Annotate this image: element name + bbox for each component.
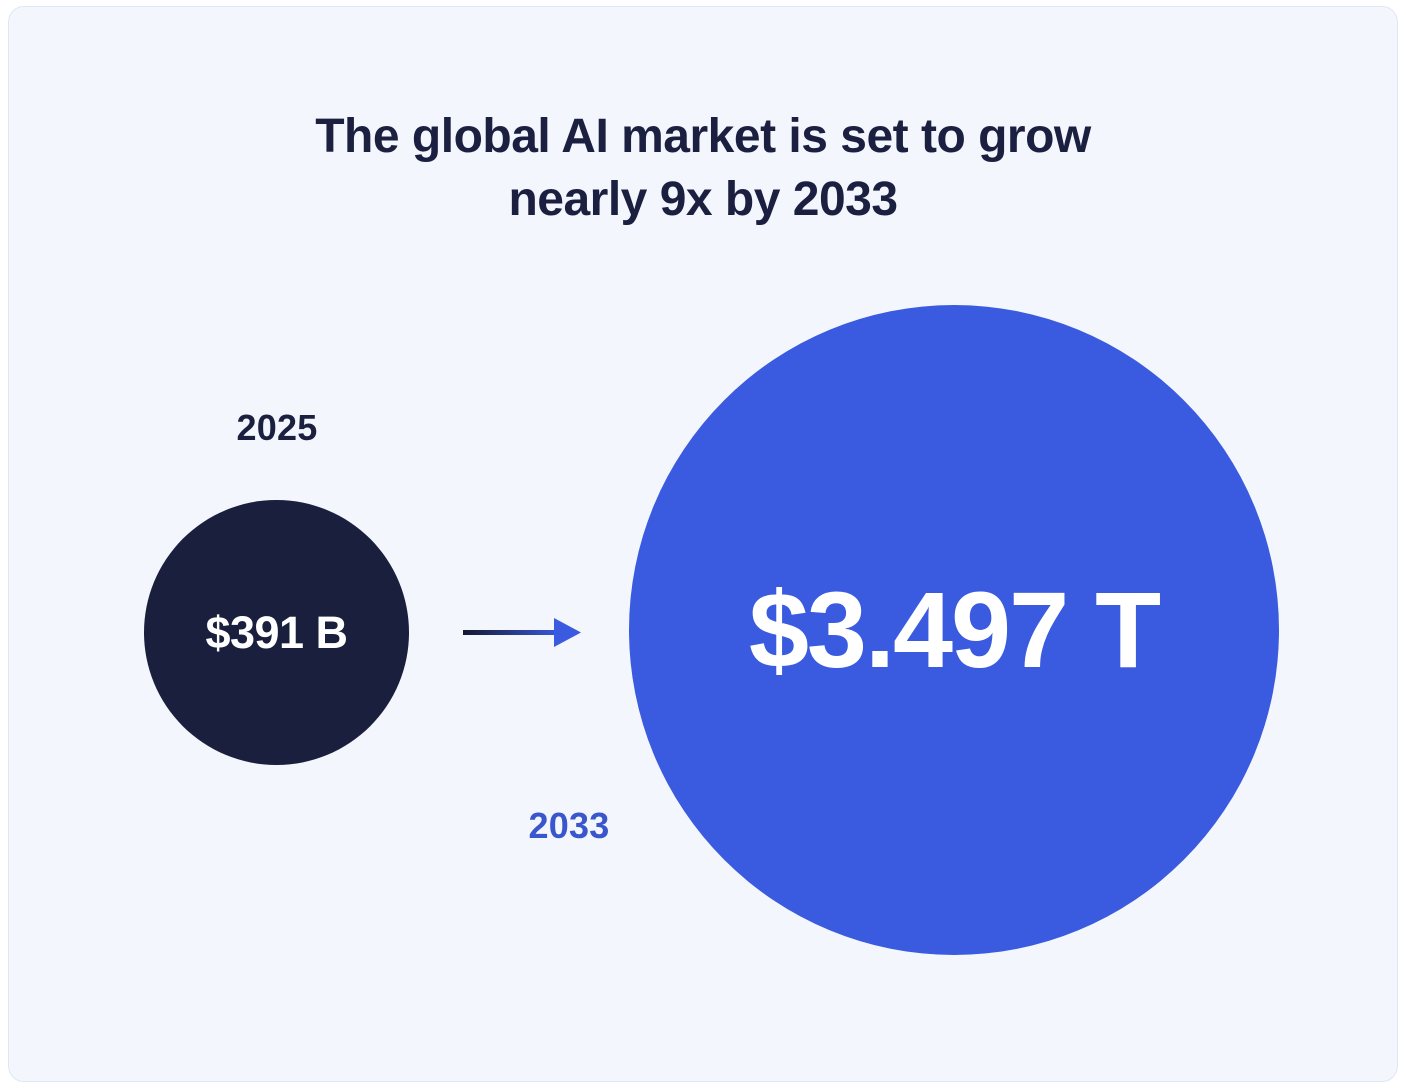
bubble-group-2025: 2025 $391 B [144, 407, 410, 767]
bubble-label-2033: 2033 [528, 805, 610, 846]
bubble-2025: $391 B [144, 500, 409, 765]
growth-arrow [459, 607, 584, 659]
bubble-2033: $3.497 T [629, 305, 1279, 955]
bubble-value-2025: $391 B [205, 607, 348, 658]
bubble-chart: 2025 $391 B $3.497 T 2033 [9, 7, 1397, 1081]
bubble-value-2033: $3.497 T [748, 569, 1161, 690]
page-title: The global AI market is set to grow near… [315, 110, 1091, 227]
arrow-right-icon [463, 618, 581, 647]
bubble-label-2025: 2025 [236, 407, 318, 448]
infographic-card: The global AI market is set to grow near… [8, 6, 1398, 1082]
